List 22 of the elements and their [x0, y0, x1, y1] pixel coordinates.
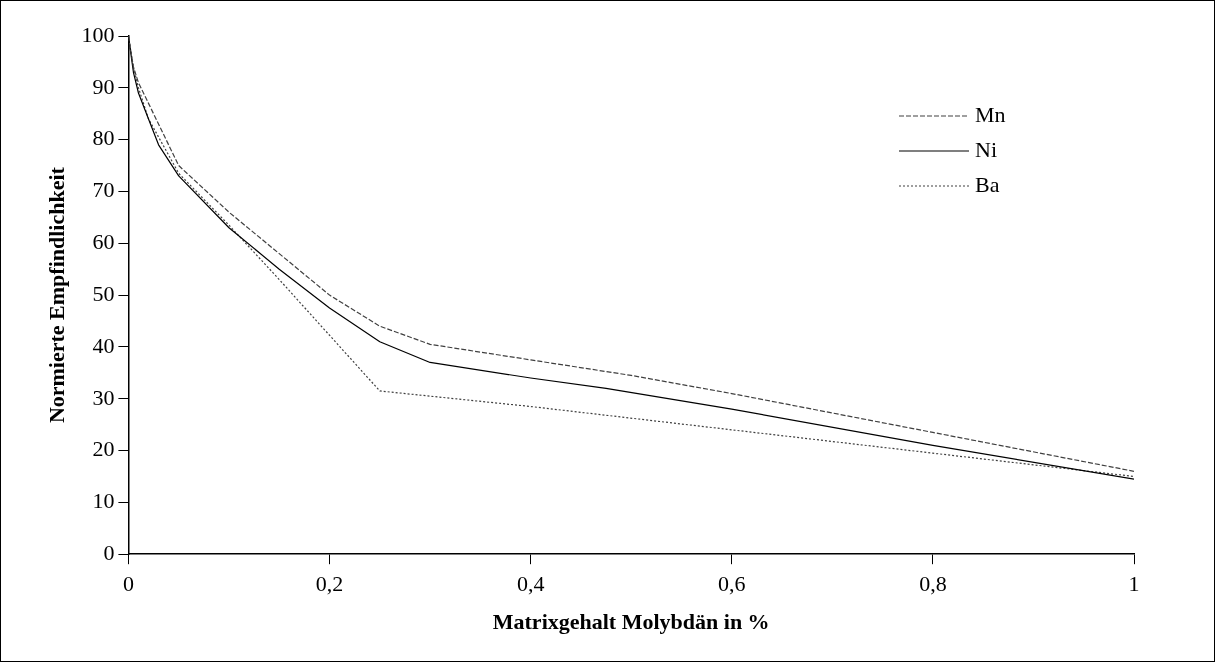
y-tick-label: 60 — [92, 229, 115, 255]
y-tick-label: 30 — [92, 384, 115, 410]
y-tick-label: 100 — [81, 21, 115, 47]
x-tick-label: 1 — [1128, 571, 1140, 597]
y-tick-label: 40 — [92, 332, 115, 358]
legend-label: Ni — [975, 136, 997, 162]
y-tick-label: 10 — [92, 488, 115, 514]
x-tick-label: 0,6 — [718, 571, 746, 597]
y-tick-label: 90 — [92, 73, 115, 99]
y-tick-label: 80 — [92, 125, 115, 151]
legend-label: Ba — [975, 171, 1000, 197]
y-axis-title: Normierte Empfindlichkeit — [43, 166, 69, 424]
y-tick-label: 20 — [92, 436, 115, 462]
x-tick-label: 0,8 — [919, 571, 947, 597]
x-axis-title: Matrixgehalt Molybdän in % — [492, 609, 770, 635]
y-tick-label: 70 — [92, 177, 115, 203]
x-tick-label: 0,4 — [516, 571, 545, 597]
y-tick-label: 50 — [92, 280, 115, 306]
x-tick-label: 0,2 — [315, 571, 344, 597]
legend-label: Mn — [975, 101, 1006, 127]
y-tick-label: 0 — [103, 539, 115, 565]
x-tick-label: 0 — [122, 571, 134, 597]
